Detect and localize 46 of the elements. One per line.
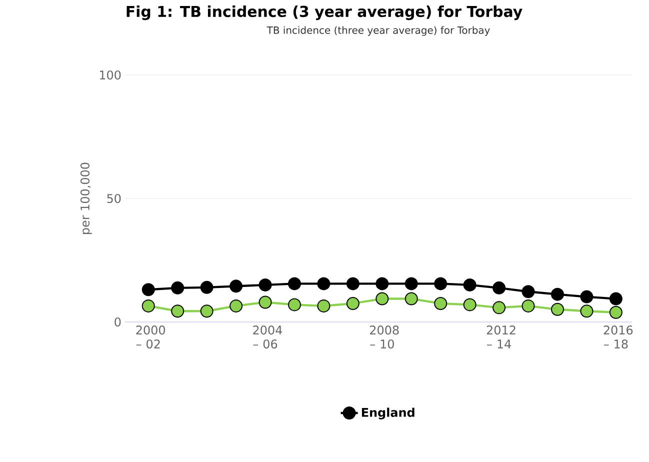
point xyxy=(609,292,622,306)
point xyxy=(492,301,506,314)
x-tick-label: 2004 – 06 xyxy=(253,326,282,349)
point xyxy=(492,281,506,294)
point xyxy=(171,304,184,318)
point xyxy=(346,277,360,290)
point xyxy=(463,278,476,292)
point xyxy=(230,299,243,312)
x-tick-label: 2016 – 18 xyxy=(604,326,633,349)
point xyxy=(434,277,448,290)
y-axis-title: per 100,000 xyxy=(80,162,92,234)
point xyxy=(376,277,389,290)
point xyxy=(200,280,214,294)
point xyxy=(550,302,564,316)
point xyxy=(522,285,535,298)
point xyxy=(142,283,155,296)
legend-label: England xyxy=(362,408,414,420)
chart-subtitle: TB incidence (three year average) for Torbay xyxy=(266,26,490,36)
point xyxy=(258,296,272,309)
y-tick-label: 0 xyxy=(114,317,121,327)
point xyxy=(317,299,330,312)
point xyxy=(580,290,594,304)
point xyxy=(609,306,622,319)
point xyxy=(463,298,476,312)
point xyxy=(522,299,535,312)
point xyxy=(376,292,389,306)
point xyxy=(142,299,155,312)
point xyxy=(288,277,301,290)
x-tick-label: 2000 – 02 xyxy=(136,326,165,349)
point xyxy=(404,277,418,290)
point xyxy=(171,281,184,294)
point xyxy=(404,292,418,306)
y-tick-label: 100 xyxy=(100,70,121,80)
point xyxy=(580,304,594,318)
point xyxy=(317,277,330,290)
point xyxy=(230,280,243,293)
point xyxy=(550,288,564,301)
y-tick-label: 50 xyxy=(107,194,121,204)
chart-title: Fig 1: TB incidence (3 year average) for Torbay xyxy=(126,6,522,20)
point xyxy=(258,278,272,292)
x-tick-label: 2012 – 14 xyxy=(486,326,516,348)
point xyxy=(200,304,214,318)
x-tick-label: 2008 – 10 xyxy=(370,326,399,349)
point xyxy=(288,298,301,312)
point xyxy=(346,296,360,310)
point xyxy=(434,296,448,310)
